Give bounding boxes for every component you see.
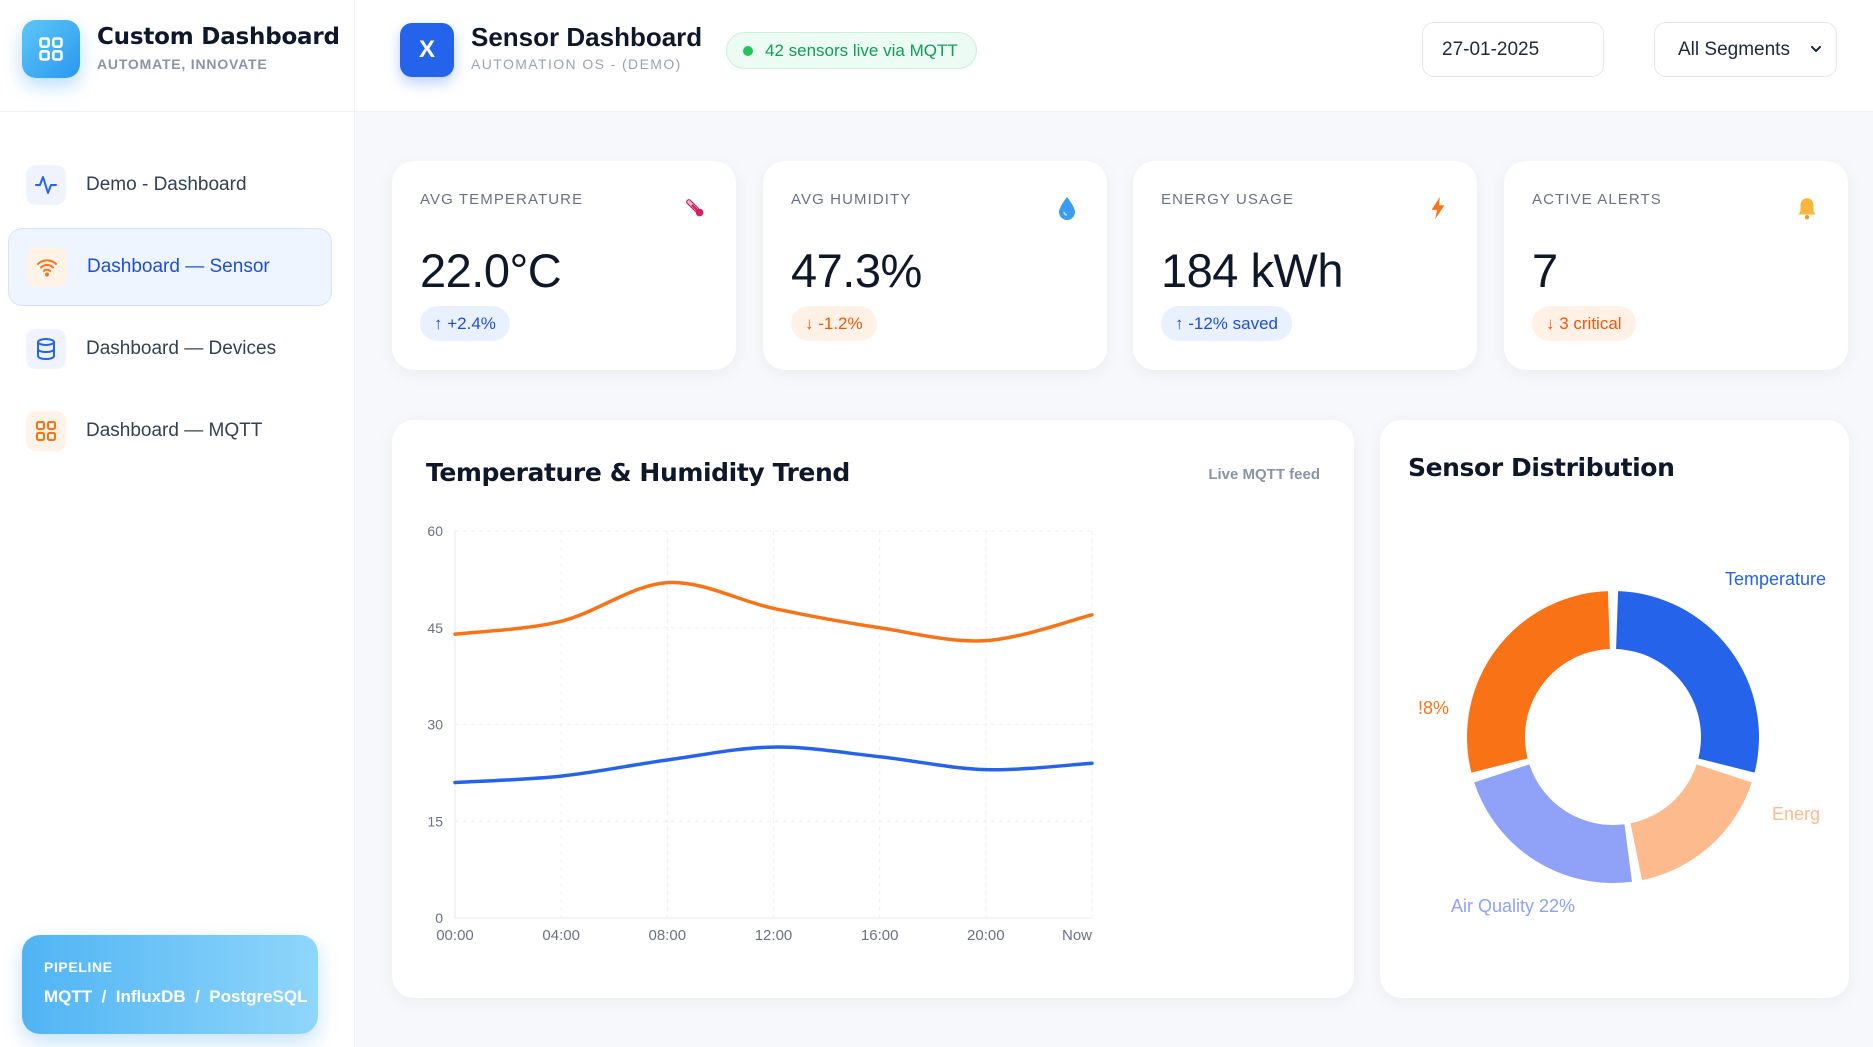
y-tick-label: 45 — [427, 620, 443, 636]
trend-chart-title: Temperature & Humidity Trend — [426, 458, 850, 487]
sidebar-item-sensor[interactable]: Dashboard — Sensor — [8, 228, 332, 306]
x-tick-label: 20:00 — [967, 927, 1005, 944]
sidebar-item-demo-dashboard[interactable]: Demo - Dashboard — [8, 146, 332, 224]
wifi-icon — [27, 247, 67, 287]
kpi-card-energy: ENERGY USAGE 184 kWh ↑ -12% saved — [1133, 161, 1477, 370]
y-tick-label: 30 — [427, 717, 443, 733]
sidebar-item-mqtt[interactable]: Dashboard — MQTT — [8, 392, 332, 470]
kpi-label: AVG HUMIDITY — [791, 191, 912, 208]
x-tick-label: 00:00 — [436, 927, 474, 944]
sidebar-item-label: Dashboard — MQTT — [86, 420, 263, 441]
pie-slice-label: Energ — [1772, 804, 1820, 824]
trend-chart-note: Live MQTT feed — [1208, 466, 1320, 483]
y-tick-label: 0 — [435, 910, 443, 926]
page-title: Sensor Dashboard — [471, 22, 703, 52]
live-status-text: 42 sensors live via MQTT — [765, 40, 958, 60]
sidebar-item-devices[interactable]: Dashboard — Devices — [8, 310, 332, 388]
pie-slice-label: Air Quality 22% — [1451, 896, 1575, 916]
kpi-card-alerts: ACTIVE ALERTS 7 ↓ 3 critical — [1504, 161, 1848, 370]
segment-select[interactable]: All Segments — [1654, 22, 1837, 77]
brand-title: Custom Dashboard — [97, 24, 340, 50]
grid-icon[interactable] — [22, 20, 80, 78]
date-field[interactable]: 27-01-2025 — [1422, 22, 1604, 77]
kpi-label: ENERGY USAGE — [1161, 191, 1294, 208]
distribution-chart-title: Sensor Distribution — [1408, 453, 1675, 482]
segment-value: All Segments — [1678, 38, 1790, 60]
sidebar-item-label: Dashboard — Sensor — [87, 256, 270, 277]
lightning-icon — [1427, 195, 1449, 226]
brand-subtitle: AUTOMATE, INNOVATE — [97, 56, 268, 72]
pipeline-title: PIPELINE — [44, 959, 113, 975]
series-line-2 — [453, 745, 1094, 785]
sidebar-nav: Demo - Dashboard Dashboard — Sensor Dash… — [8, 146, 332, 474]
y-tick-label: 60 — [427, 523, 443, 539]
pipeline-body: MQTT / InfluxDB / PostgreSQL — [44, 987, 308, 1006]
x-tick-label: 04:00 — [542, 927, 580, 944]
status-dot-icon — [743, 45, 753, 56]
pie-slice-label: !8% — [1418, 698, 1449, 718]
kpi-label: AVG TEMPERATURE — [420, 191, 584, 208]
live-status-badge: 42 sensors live via MQTT — [726, 32, 977, 69]
pie-slice-label: Temperature — [1725, 569, 1826, 589]
y-tick-label: 15 — [427, 813, 443, 829]
x-tick-label: 08:00 — [649, 927, 687, 944]
x-tick-label: 12:00 — [755, 927, 793, 944]
grid-icon — [26, 411, 66, 451]
x-tick-label: Now — [1062, 927, 1092, 944]
chevron-down-icon — [1808, 41, 1824, 63]
kpi-label: ACTIVE ALERTS — [1532, 191, 1662, 208]
kpi-card-temperature: AVG TEMPERATURE 22.0°C ↑ +2.4% — [392, 161, 736, 370]
topbar: X Sensor Dashboard AUTOMATION OS - (DEMO… — [355, 0, 1873, 112]
pipeline-card: PIPELINE MQTT / InfluxDB / PostgreSQL — [22, 935, 318, 1034]
pie-slice-3 — [1474, 764, 1632, 883]
kpi-value: 7 — [1532, 244, 1558, 297]
bell-icon — [1794, 195, 1820, 226]
sidebar-item-label: Demo - Dashboard — [86, 174, 247, 195]
pie-slice-1 — [1616, 591, 1759, 773]
trend-chart-card: Temperature & Humidity Trend Live MQTT f… — [392, 420, 1354, 998]
distribution-chart-card: Sensor Distribution Temperature Energ Air … — [1380, 420, 1849, 998]
x-tick-label: 16:00 — [861, 927, 899, 944]
kpi-badge: ↑ -12% saved — [1161, 306, 1292, 341]
activity-icon — [26, 165, 66, 205]
kpi-value: 47.3% — [791, 244, 922, 297]
kpi-badge: ↑ +2.4% — [420, 306, 510, 341]
pie-slice-4 — [1467, 591, 1610, 773]
sidebar-item-label: Dashboard — Devices — [86, 338, 277, 359]
droplet-icon — [1055, 195, 1079, 226]
thermometer-icon — [682, 195, 708, 226]
kpi-badge: ↓ -1.2% — [791, 306, 877, 341]
kpi-value: 22.0°C — [420, 244, 562, 297]
database-icon — [26, 329, 66, 369]
sidebar: Custom Dashboard AUTOMATE, INNOVATE Demo… — [0, 0, 355, 1047]
kpi-value: 184 kWh — [1161, 244, 1343, 297]
series-line-1 — [453, 580, 1094, 643]
page-subtitle: AUTOMATION OS - (DEMO) — [471, 56, 682, 72]
kpi-card-humidity: AVG HUMIDITY 47.3% ↓ -1.2% — [763, 161, 1107, 370]
pie-slice-2 — [1630, 764, 1752, 881]
chart-grid — [454, 530, 1093, 919]
kpi-badge: ↓ 3 critical — [1532, 306, 1636, 341]
date-value: 27-01-2025 — [1442, 38, 1540, 60]
trend-chart: 0 15 30 45 60 00:00 04:00 08:00 12:00 16:00 20:00 N… — [427, 523, 1094, 944]
app-icon: X — [400, 23, 454, 77]
brand: Custom Dashboard AUTOMATE, INNOVATE — [0, 0, 354, 112]
distribution-chart: Temperature Energ Air Quality 22% !8% — [1418, 569, 1826, 916]
